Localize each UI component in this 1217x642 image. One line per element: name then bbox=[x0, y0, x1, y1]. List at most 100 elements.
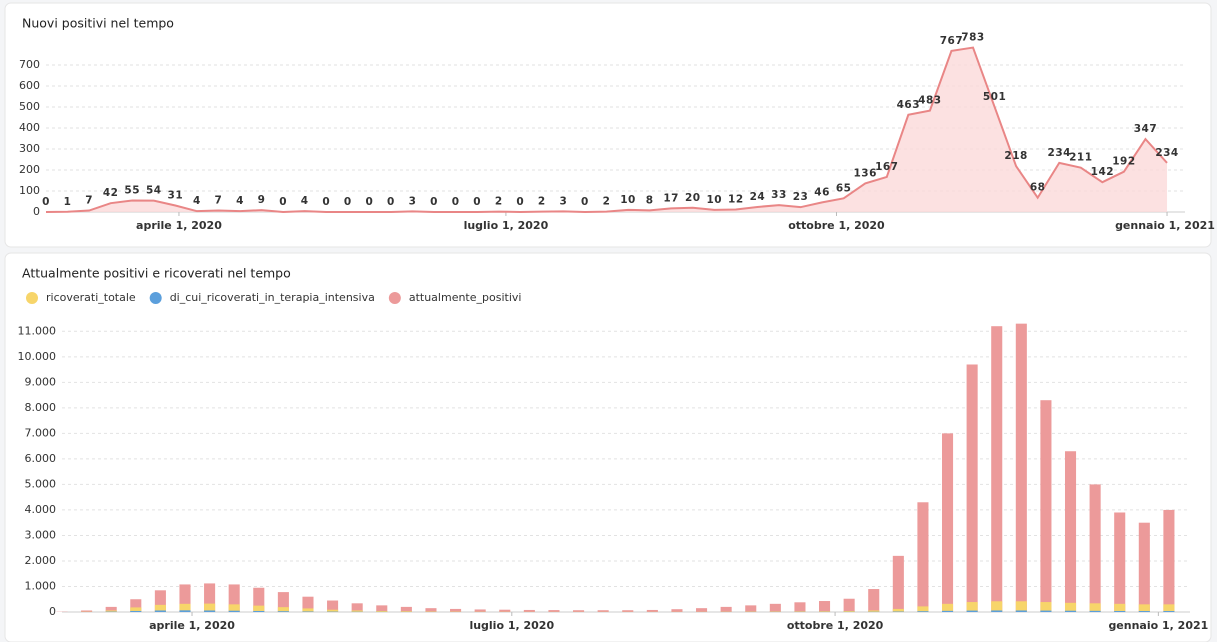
data-label: 767 bbox=[940, 35, 963, 47]
panel bbox=[4, 252, 1212, 642]
data-label: 483 bbox=[918, 95, 941, 107]
x-tick-label: ottobre 1, 2020 bbox=[788, 219, 885, 232]
bar bbox=[302, 596, 314, 612]
bar bbox=[1015, 323, 1027, 612]
bar bbox=[1114, 610, 1126, 612]
bar bbox=[105, 606, 117, 612]
bar bbox=[1163, 604, 1175, 612]
bar bbox=[892, 555, 904, 612]
bar bbox=[548, 610, 560, 612]
bar bbox=[991, 610, 1003, 612]
x-tick-label: ottobre 1, 2020 bbox=[787, 619, 884, 632]
x-tick-label: gennaio 1, 2021 bbox=[1108, 619, 1208, 632]
y-tick-label: 5.000 bbox=[25, 477, 57, 490]
bar bbox=[1089, 603, 1101, 612]
data-label: 4 bbox=[301, 195, 309, 207]
data-label: 0 bbox=[430, 196, 438, 208]
y-tick-label: 600 bbox=[19, 79, 40, 92]
bar bbox=[1040, 400, 1052, 612]
bar bbox=[819, 611, 831, 612]
data-label: 68 bbox=[1030, 182, 1046, 194]
y-tick-label: 500 bbox=[19, 100, 40, 113]
bar bbox=[843, 598, 855, 612]
legend-label: di_cui_ricoverati_in_terapia_intensiva bbox=[170, 291, 375, 304]
data-label: 0 bbox=[322, 196, 330, 208]
data-label: 24 bbox=[750, 191, 766, 203]
bar bbox=[622, 610, 634, 612]
bar bbox=[154, 604, 166, 612]
chart-title: Attualmente positivi e ricoverati nel te… bbox=[22, 266, 291, 281]
data-label: 211 bbox=[1069, 152, 1092, 164]
data-label: 463 bbox=[897, 99, 920, 111]
legend-swatch bbox=[388, 292, 401, 304]
data-label: 3 bbox=[409, 195, 417, 207]
data-label: 7 bbox=[85, 195, 93, 207]
bar bbox=[917, 502, 929, 612]
bar bbox=[204, 603, 216, 612]
bar bbox=[917, 611, 929, 612]
legend-label: attualmente_positivi bbox=[409, 291, 522, 304]
bar bbox=[794, 611, 806, 612]
data-label: 0 bbox=[344, 196, 352, 208]
bar bbox=[991, 326, 1003, 612]
x-tick-label: aprile 1, 2020 bbox=[136, 219, 222, 232]
y-tick-label: 6.000 bbox=[25, 452, 57, 465]
legend-swatch bbox=[26, 292, 38, 304]
bar bbox=[1138, 611, 1150, 612]
data-label: 167 bbox=[875, 161, 898, 173]
bar bbox=[966, 364, 978, 612]
bar bbox=[1163, 611, 1175, 612]
legend-label: ricoverati_totale bbox=[46, 291, 136, 304]
bar bbox=[204, 610, 216, 612]
bar bbox=[253, 605, 265, 612]
data-label: 42 bbox=[103, 187, 119, 199]
y-tick-label: 9.000 bbox=[25, 375, 57, 388]
bar bbox=[868, 610, 880, 612]
bar bbox=[474, 609, 486, 612]
data-label: 4 bbox=[193, 195, 201, 207]
bar bbox=[400, 611, 412, 612]
y-tick-label: 11.000 bbox=[18, 324, 57, 337]
data-label: 3 bbox=[559, 195, 567, 207]
data-label: 10 bbox=[706, 194, 722, 206]
bar bbox=[991, 601, 1003, 612]
y-tick-label: 4.000 bbox=[25, 503, 57, 516]
data-label: 347 bbox=[1134, 123, 1157, 135]
bar bbox=[941, 610, 954, 612]
bar bbox=[523, 609, 535, 612]
data-label: 0 bbox=[452, 196, 460, 208]
bar bbox=[327, 609, 339, 612]
x-tick-label: gennaio 1, 2021 bbox=[1115, 219, 1215, 232]
data-label: 142 bbox=[1091, 166, 1114, 178]
bar bbox=[228, 610, 240, 612]
bar bbox=[1064, 610, 1077, 612]
data-label: 234 bbox=[1155, 147, 1178, 159]
bar bbox=[1138, 604, 1150, 612]
data-label: 0 bbox=[516, 196, 524, 208]
data-label: 2 bbox=[495, 196, 503, 208]
bar bbox=[843, 611, 855, 612]
data-label: 23 bbox=[793, 191, 809, 203]
data-label: 0 bbox=[387, 196, 395, 208]
data-label: 1 bbox=[64, 196, 72, 208]
data-label: 46 bbox=[814, 186, 830, 198]
bar bbox=[720, 606, 732, 612]
data-label: 2 bbox=[538, 196, 546, 208]
x-tick-label: aprile 1, 2020 bbox=[149, 619, 235, 632]
bar bbox=[130, 610, 142, 612]
bar bbox=[769, 611, 781, 612]
bar bbox=[351, 610, 363, 612]
data-label: 0 bbox=[473, 196, 481, 208]
area bbox=[46, 47, 1168, 212]
line bbox=[45, 46, 1168, 214]
bar bbox=[941, 433, 954, 612]
data-label: 501 bbox=[983, 91, 1006, 103]
y-tick-label: 7.000 bbox=[25, 426, 57, 439]
data-label: 0 bbox=[279, 196, 287, 208]
bar bbox=[154, 590, 166, 612]
bar bbox=[277, 611, 289, 612]
bar bbox=[179, 584, 191, 612]
bar bbox=[228, 604, 240, 612]
